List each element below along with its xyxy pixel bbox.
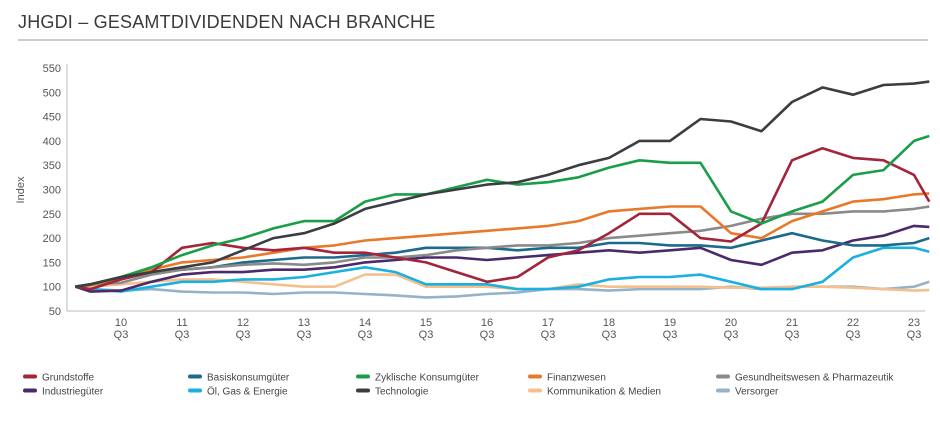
series-line-9 bbox=[75, 280, 930, 299]
legend-item: Gesundheitswesen & Pharmazeutik bbox=[716, 373, 894, 384]
y-axis-label: Index bbox=[15, 176, 27, 203]
legend-swatch bbox=[528, 388, 542, 393]
x-tick-year: 21 bbox=[786, 317, 798, 329]
legend-label: Gesundheitswesen & Pharmazeutik bbox=[735, 373, 894, 384]
legend-swatch bbox=[23, 374, 37, 379]
legend-swatch bbox=[23, 388, 37, 393]
legend-label: Grundstoffe bbox=[42, 373, 95, 384]
x-tick-year: 14 bbox=[359, 317, 371, 329]
y-tick-label: 400 bbox=[43, 136, 61, 148]
y-tick-label: 200 bbox=[43, 233, 61, 245]
chart-title: JHGDI – GESAMTDIVIDENDEN NACH BRANCHE bbox=[18, 12, 435, 32]
x-tick-quarter: Q3 bbox=[846, 329, 861, 341]
legend-swatch bbox=[356, 388, 370, 393]
legend-item: Öl, Gas & Energie bbox=[188, 386, 288, 398]
x-tick-quarter: Q3 bbox=[785, 329, 800, 341]
legend-swatch bbox=[356, 374, 370, 379]
series-line-7 bbox=[75, 80, 930, 288]
x-tick-quarter: Q3 bbox=[297, 329, 312, 341]
x-tick-year: 18 bbox=[603, 317, 615, 329]
legend-item: Industriegüter bbox=[23, 387, 104, 398]
y-tick-label: 100 bbox=[43, 282, 61, 294]
legend-swatch bbox=[716, 374, 730, 379]
legend-swatch bbox=[188, 374, 202, 379]
series-line-3 bbox=[75, 192, 930, 288]
x-tick-quarter: Q3 bbox=[724, 329, 739, 341]
legend-label: Industriegüter bbox=[42, 387, 104, 398]
legend-item: Finanzwesen bbox=[528, 373, 606, 384]
x-tick-quarter: Q3 bbox=[419, 329, 434, 341]
legend-label: Zyklische Konsumgüter bbox=[375, 373, 480, 384]
series-line-4 bbox=[75, 205, 930, 288]
x-tick-year: 20 bbox=[725, 317, 737, 329]
series-line-5 bbox=[74, 224, 930, 293]
x-tick-year: 23 bbox=[908, 317, 920, 329]
x-tick-quarter: Q3 bbox=[358, 329, 373, 341]
y-tick-label: 550 bbox=[43, 63, 61, 75]
x-tick-year: 10 bbox=[115, 317, 127, 329]
legend-item: Technologie bbox=[356, 387, 429, 398]
y-tick-label: 150 bbox=[43, 257, 61, 269]
legend-item: Kommunikation & Medien bbox=[528, 387, 661, 398]
x-tick-quarter: Q3 bbox=[175, 329, 190, 341]
x-tick-quarter: Q3 bbox=[663, 329, 678, 341]
y-tick-label: 250 bbox=[43, 209, 61, 221]
legend-item: Basiskonsumgüter bbox=[188, 373, 290, 384]
x-tick-year: 12 bbox=[237, 317, 249, 329]
x-tick-quarter: Q3 bbox=[541, 329, 556, 341]
x-tick-year: 16 bbox=[481, 317, 493, 329]
legend-label: Finanzwesen bbox=[547, 373, 606, 384]
x-tick-year: 22 bbox=[847, 317, 859, 329]
y-tick-label: 500 bbox=[43, 87, 61, 99]
x-tick-quarter: Q3 bbox=[907, 329, 922, 341]
legend-swatch bbox=[528, 374, 542, 379]
legend-item: Zyklische Konsumgüter bbox=[356, 373, 480, 384]
y-tick-label: 450 bbox=[43, 112, 61, 124]
x-tick-year: 13 bbox=[298, 317, 310, 329]
legend-item: Versorger bbox=[716, 387, 779, 398]
series-line-0 bbox=[75, 146, 931, 291]
y-tick-label: 350 bbox=[43, 160, 61, 172]
x-tick-year: 19 bbox=[664, 317, 676, 329]
legend-label: Kommunikation & Medien bbox=[547, 387, 661, 398]
legend-label: Öl, Gas & Energie bbox=[207, 386, 288, 398]
x-tick-year: 11 bbox=[176, 317, 187, 329]
x-tick-quarter: Q3 bbox=[114, 329, 129, 341]
legend-label: Basiskonsumgüter bbox=[207, 373, 290, 384]
x-tick-quarter: Q3 bbox=[236, 329, 251, 341]
legend-item: Grundstoffe bbox=[23, 373, 95, 384]
legend-swatch bbox=[716, 388, 730, 393]
x-tick-year: 15 bbox=[420, 317, 432, 329]
y-tick-label: 300 bbox=[43, 185, 61, 197]
x-tick-quarter: Q3 bbox=[480, 329, 495, 341]
y-tick-label: 50 bbox=[49, 306, 61, 318]
legend-label: Versorger bbox=[735, 387, 779, 398]
x-tick-quarter: Q3 bbox=[602, 329, 617, 341]
x-tick-year: 17 bbox=[542, 317, 554, 329]
series-line-6 bbox=[75, 246, 930, 293]
legend-label: Technologie bbox=[375, 387, 429, 398]
legend-swatch bbox=[188, 388, 202, 393]
